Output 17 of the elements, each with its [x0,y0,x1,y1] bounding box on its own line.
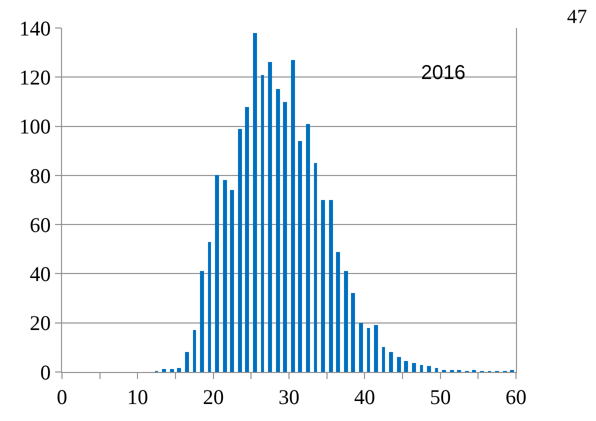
y-tick-label: 20 [30,311,51,336]
y-tick-label: 60 [30,212,51,237]
x-tick-label: 20 [202,385,224,410]
x-tick-label: 60 [506,385,526,410]
annotation: 2016 [421,62,466,84]
x-tick-label: 50 [430,385,451,410]
y-tick-label: 140 [19,16,51,40]
y-tick-label: 100 [19,114,51,139]
y-tick-label: 120 [19,65,51,90]
x-tick-label: 0 [56,385,68,410]
text: 47 [567,6,587,28]
y-tick-label: 0 [40,360,51,384]
y-tick-label: 40 [30,262,51,286]
x-tick-label: 10 [127,385,148,410]
x-tick-label: 40 [354,385,376,410]
y-tick-label: 80 [30,164,51,188]
x-tick-label: 30 [278,385,300,410]
